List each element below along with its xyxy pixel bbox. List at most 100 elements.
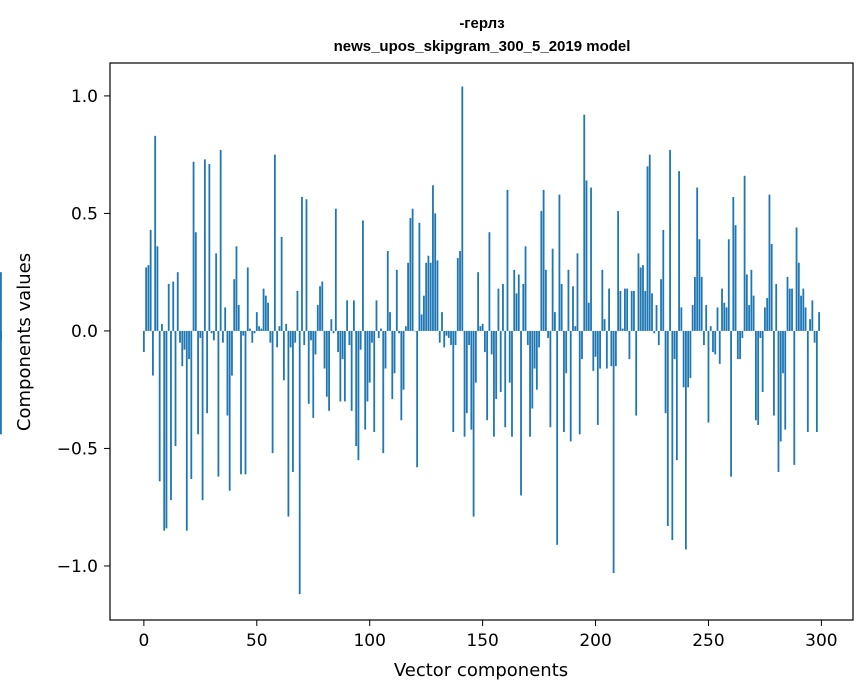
bar-33 [217, 330, 220, 477]
bar-64 [287, 330, 290, 517]
bar-68 [296, 290, 299, 331]
bar-243 [691, 305, 694, 331]
bar-7 [158, 330, 161, 482]
bar-168 [522, 283, 525, 331]
bar-60 [278, 326, 281, 331]
bar-106 [382, 330, 385, 454]
bar-14 [174, 330, 177, 447]
bar-30 [210, 330, 213, 334]
bar-96 [359, 330, 362, 350]
bar-274 [761, 330, 764, 393]
bar-275 [764, 307, 766, 331]
bar-273 [759, 330, 762, 338]
bar-138 [454, 330, 457, 346]
bar-114 [400, 330, 403, 421]
bar-254 [716, 307, 719, 331]
bar-52 [260, 328, 263, 331]
bar-112 [395, 269, 398, 331]
bar-73 [307, 330, 310, 404]
bar-6 [156, 246, 159, 331]
bar-214 [626, 288, 629, 331]
bar-183 [556, 330, 559, 545]
bar-281 [777, 330, 780, 472]
bar-5 [154, 135, 157, 331]
bar-259 [727, 239, 730, 331]
bar-195 [583, 114, 586, 331]
bar-42 [237, 305, 240, 331]
bar-299 [818, 312, 821, 331]
bar-167 [520, 330, 522, 496]
bar-163 [511, 330, 513, 437]
bar-26 [201, 330, 204, 501]
y-axis: −1.0 −0.5 0.0 0.5 1.0 [57, 87, 110, 577]
bar-292 [802, 288, 805, 331]
bar-245 [696, 187, 699, 331]
bar-208 [612, 330, 615, 573]
bar-27 [203, 159, 206, 331]
bar-58 [273, 154, 276, 331]
bar-260 [730, 330, 732, 477]
bar-237 [678, 171, 681, 331]
bar-251 [709, 326, 712, 331]
bar-278 [770, 243, 773, 331]
bar-298 [815, 330, 818, 432]
bar-152 [486, 330, 489, 421]
bar-142 [463, 330, 466, 437]
bar-109 [389, 312, 391, 331]
bar-217 [633, 290, 635, 331]
bar-156 [495, 330, 498, 400]
x-tick-label: 0 [138, 631, 149, 651]
bar-159 [502, 283, 504, 331]
bar-110 [391, 330, 394, 400]
bar-283 [782, 330, 784, 374]
y-axis-label: Components values [14, 253, 35, 431]
y-tick-label: 0.5 [71, 204, 98, 224]
bar-127 [429, 262, 432, 331]
bar-21 [190, 330, 193, 479]
bar-176 [540, 211, 543, 331]
bar-252 [712, 330, 714, 353]
bar-81 [325, 330, 328, 397]
bar-141 [461, 86, 464, 331]
bar-133 [443, 330, 446, 348]
bar-100 [368, 330, 371, 383]
bar-179 [547, 330, 550, 338]
bar-296 [811, 300, 814, 331]
bar-255 [718, 330, 721, 364]
bar-95 [357, 330, 360, 461]
bar-161 [506, 189, 509, 331]
bar-118 [409, 218, 412, 331]
bar-140 [459, 251, 461, 331]
bar-287 [791, 288, 793, 331]
bar-17 [181, 330, 184, 367]
bar-144 [468, 330, 470, 346]
bar-43 [240, 330, 242, 475]
bar-149 [479, 326, 482, 331]
bar-266 [743, 175, 746, 331]
y-tick-label: −1.0 [57, 557, 98, 577]
bar-261 [732, 196, 735, 331]
bar-130 [436, 260, 439, 331]
bar-10 [165, 330, 168, 529]
bar-63 [285, 323, 288, 331]
bar-139 [456, 258, 459, 331]
x-tick-label: 50 [246, 631, 268, 651]
bar-38 [228, 330, 231, 491]
y-tick-label: 1.0 [71, 87, 98, 107]
bar-212 [621, 328, 624, 331]
bar-75 [312, 330, 315, 418]
bar-28 [206, 330, 209, 414]
bar-98 [364, 330, 367, 430]
bar-59 [276, 330, 279, 348]
bar-285 [786, 276, 789, 331]
bar-117 [407, 262, 410, 331]
bar-146 [472, 330, 475, 517]
bar-29 [208, 164, 211, 331]
bar-174 [535, 330, 538, 390]
bar-18 [183, 330, 186, 350]
bar-248 [703, 330, 705, 346]
bar-24 [197, 330, 199, 435]
bars-group [0, 86, 821, 595]
bar-238 [680, 307, 683, 331]
bar-78 [319, 286, 321, 331]
